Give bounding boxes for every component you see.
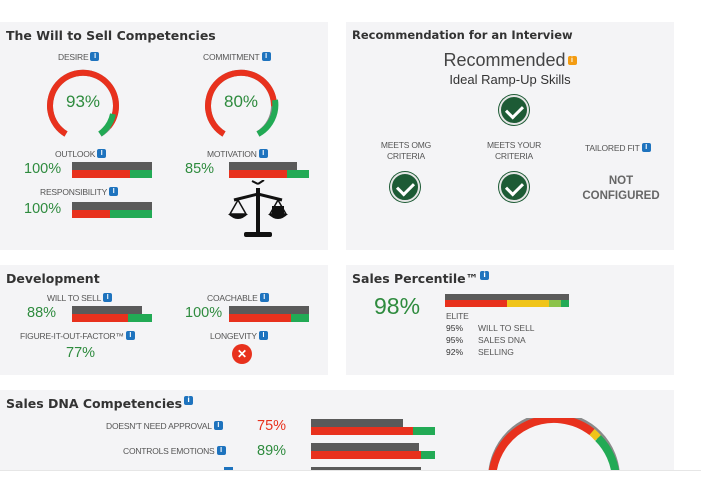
percentile-title: Sales Percentile™ i	[352, 271, 490, 286]
will-to-sell-title: The Will to Sell Competencies	[6, 28, 216, 43]
commitment-value: 80%	[223, 92, 259, 111]
info-icon[interactable]: i	[216, 446, 226, 455]
desire-label: DESIRE i	[58, 52, 100, 62]
outlook-value: 100%	[24, 161, 62, 177]
responsibility-value: 100%	[24, 201, 62, 217]
desire-value: 93%	[65, 92, 101, 111]
dna-row-bar	[311, 467, 421, 470]
dna-row-label: CONTROLS EMOTIONS i	[123, 446, 226, 456]
coachable-value: 100%	[185, 305, 223, 321]
development-panel: Development WILL TO SELL i 88% COACHABLE i…	[0, 265, 328, 375]
recommendation-panel: Recommendation for an Interview Recommen…	[346, 22, 674, 250]
info-icon[interactable]: i	[567, 56, 577, 65]
percentile-bar	[445, 294, 569, 308]
info-icon[interactable]: i	[184, 396, 194, 405]
info-icon[interactable]: i	[258, 331, 268, 340]
responsibility-label: RESPONSIBILITY i	[40, 187, 119, 197]
motivation-label: MOTIVATION i	[207, 149, 268, 159]
info-icon[interactable]: i	[97, 149, 107, 158]
desire-gauge: 93%	[44, 64, 122, 142]
development-title: Development	[6, 271, 100, 286]
dna-row-bar	[311, 419, 435, 435]
info-icon[interactable]	[224, 467, 233, 470]
info-icon[interactable]: i	[109, 187, 119, 196]
percentile-value: 98%	[374, 293, 421, 319]
dna-row-value: 89%	[257, 443, 287, 459]
percentile-row: 92% SELLING	[446, 347, 514, 357]
info-icon[interactable]: i	[261, 52, 271, 61]
dev-will-to-sell-label: WILL TO SELL i	[47, 293, 113, 303]
fiof-label: FIGURE-IT-OUT-FACTOR™ i	[20, 331, 135, 341]
commitment-label: COMMITMENT i	[203, 52, 271, 62]
percentile-tier: ELITE	[446, 311, 469, 321]
longevity-x-icon: ✕	[232, 344, 252, 364]
recommendation-title: Recommendation for an Interview	[352, 28, 573, 42]
will-to-sell-panel: The Will to Sell Competencies DESIRE i 93…	[0, 22, 328, 250]
meets-your-label: MEETS YOUR CRITERIA	[486, 140, 542, 161]
bottom-divider	[0, 470, 701, 471]
motivation-bar	[229, 162, 309, 178]
meets-your-check-icon	[499, 172, 529, 202]
percentile-row: 95% SALES DNA	[446, 335, 526, 345]
info-icon[interactable]: i	[259, 293, 269, 302]
meets-omg-label: MEETS OMG CRITERIA	[380, 140, 432, 161]
sales-dna-title: Sales DNA Competencies i	[6, 396, 194, 411]
info-icon[interactable]: i	[213, 421, 223, 430]
info-icon[interactable]: i	[480, 271, 490, 280]
recommendation-subtitle: Ideal Ramp-Up Skills	[449, 72, 571, 87]
motivation-value: 85%	[185, 161, 215, 177]
percentile-panel: Sales Percentile™ i 98% ELITE 95% WILL TO …	[346, 265, 674, 375]
sales-dna-panel: Sales DNA Competencies i DOESN'T NEED APP…	[0, 390, 674, 470]
recommendation-status: Recommended i	[346, 50, 674, 71]
dna-row-value: 75%	[257, 418, 287, 434]
info-icon[interactable]: i	[125, 331, 135, 340]
coachable-label: COACHABLE i	[207, 293, 269, 303]
dna-row-bar	[311, 443, 435, 459]
balance-scale-icon	[228, 179, 288, 240]
longevity-label: LONGEVITY i	[210, 331, 268, 341]
recommended-check-icon	[499, 95, 529, 125]
coachable-bar	[229, 306, 309, 322]
sales-dna-gauge	[484, 412, 624, 470]
outlook-bar	[72, 162, 152, 178]
info-icon[interactable]: i	[103, 293, 113, 302]
fiof-value: 77%	[66, 345, 96, 361]
dna-row-label: DOESN'T NEED APPROVAL i	[106, 421, 223, 431]
tailored-fit-label: TAILORED FIT i	[585, 143, 651, 153]
meets-omg-check-icon	[390, 172, 420, 202]
responsibility-bar	[72, 202, 152, 218]
percentile-row: 95% WILL TO SELL	[446, 323, 535, 333]
dev-will-to-sell-bar	[72, 306, 152, 322]
dev-will-to-sell-value: 88%	[27, 305, 57, 321]
tailored-fit-status: NOT CONFIGURED	[582, 175, 660, 202]
info-icon[interactable]: i	[90, 52, 100, 61]
info-icon[interactable]: i	[258, 149, 268, 158]
commitment-gauge: 80%	[202, 64, 280, 142]
outlook-label: OUTLOOK i	[55, 149, 107, 159]
info-icon[interactable]: i	[641, 143, 651, 152]
